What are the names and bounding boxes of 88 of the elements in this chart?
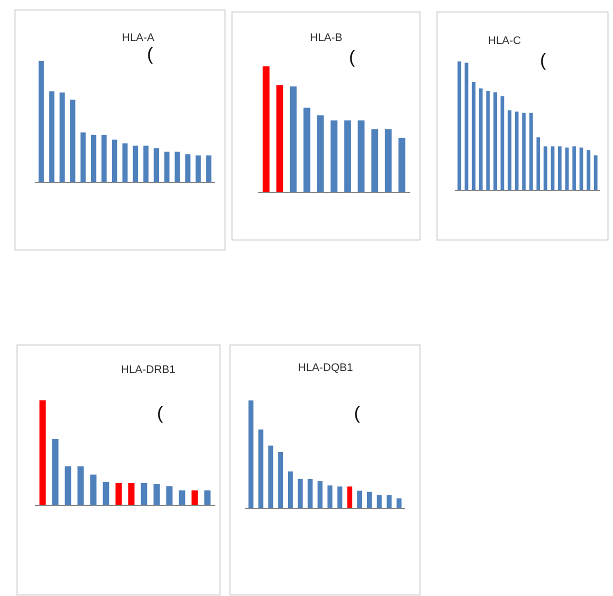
bar xyxy=(262,66,270,192)
bar xyxy=(508,110,512,190)
bar xyxy=(558,146,562,190)
bar xyxy=(154,484,160,505)
bar xyxy=(357,490,362,508)
bar xyxy=(580,148,584,190)
bar xyxy=(594,155,598,190)
bar xyxy=(90,134,96,182)
bar xyxy=(77,466,84,505)
bar xyxy=(396,498,402,508)
bar xyxy=(398,138,406,192)
bar xyxy=(479,88,483,190)
bar xyxy=(290,86,297,192)
bar xyxy=(327,485,332,508)
bar xyxy=(493,92,497,190)
bar xyxy=(366,492,372,508)
bar xyxy=(140,483,148,505)
bar xyxy=(472,82,476,190)
chart-title: HLA-B xyxy=(310,32,342,44)
bar xyxy=(458,61,462,190)
bar xyxy=(565,148,569,190)
bar xyxy=(248,400,254,508)
bar xyxy=(206,155,212,182)
chart-title: HLA-A xyxy=(122,32,156,44)
annotation: ( xyxy=(157,403,163,423)
bar xyxy=(544,146,548,190)
bar xyxy=(90,474,96,505)
bar xyxy=(276,85,284,192)
bar xyxy=(52,439,58,505)
bar xyxy=(572,146,576,190)
chart-title: HLA-DQB1 xyxy=(298,362,354,374)
bar xyxy=(60,92,65,182)
bar xyxy=(514,112,519,190)
bar xyxy=(550,146,554,190)
annotation: ( xyxy=(147,44,153,64)
chart-title: HLA-DRB1 xyxy=(121,364,176,376)
bar xyxy=(298,478,303,508)
bar xyxy=(154,148,160,182)
bar xyxy=(308,478,313,508)
annotation: ( xyxy=(540,50,546,70)
bar xyxy=(101,134,107,182)
bar xyxy=(500,96,504,190)
bar xyxy=(384,129,392,192)
bar xyxy=(586,150,590,190)
chart-title: HLA-C xyxy=(488,35,522,47)
bar xyxy=(330,120,338,192)
bar xyxy=(143,146,149,182)
bar xyxy=(112,140,118,182)
bar xyxy=(49,91,54,182)
bar xyxy=(486,91,490,190)
bar xyxy=(258,429,264,508)
bar xyxy=(178,490,186,505)
bar xyxy=(115,483,122,505)
bar xyxy=(358,120,365,192)
bar xyxy=(185,154,190,182)
bar xyxy=(192,490,198,505)
bar xyxy=(536,137,540,190)
bar xyxy=(122,143,128,182)
bar xyxy=(303,108,310,192)
bar xyxy=(344,120,351,192)
bar xyxy=(337,486,342,508)
bar xyxy=(102,482,110,505)
bar xyxy=(268,446,274,508)
bar xyxy=(386,495,392,508)
bar xyxy=(204,490,211,505)
bar xyxy=(376,495,382,508)
bar xyxy=(196,155,201,182)
bar xyxy=(288,471,293,508)
annotation: ( xyxy=(354,403,360,423)
bar xyxy=(64,466,72,505)
bar xyxy=(522,112,526,190)
bar xyxy=(278,452,284,508)
bar xyxy=(174,152,180,182)
annotation: ( xyxy=(349,47,355,67)
bar xyxy=(371,129,378,192)
bar xyxy=(132,146,138,182)
bar xyxy=(464,62,468,190)
bar xyxy=(318,481,323,508)
bar xyxy=(70,100,76,182)
bar xyxy=(39,400,46,505)
bar xyxy=(529,112,533,190)
bar xyxy=(80,132,86,182)
bar xyxy=(128,483,135,505)
bar xyxy=(317,115,324,192)
bar xyxy=(164,152,170,182)
bar xyxy=(38,61,44,182)
bar xyxy=(166,486,173,505)
bar xyxy=(347,486,352,508)
